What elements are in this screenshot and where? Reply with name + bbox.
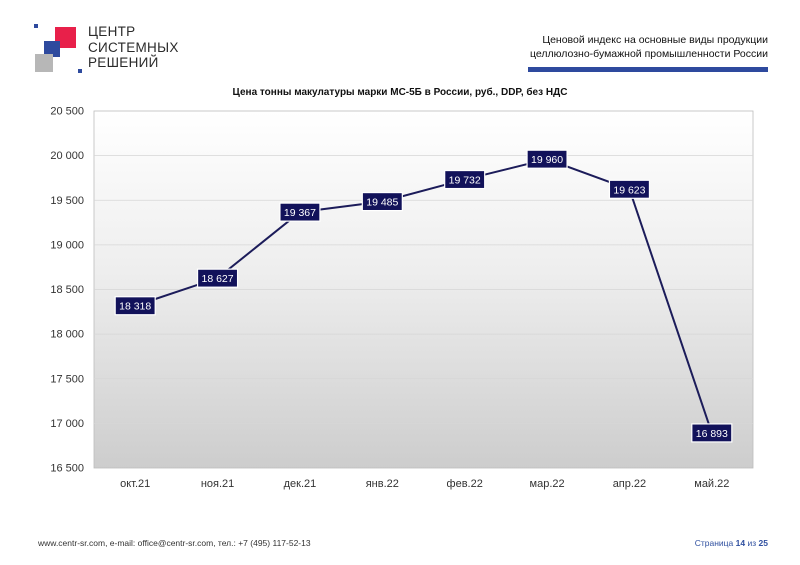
data-point: 16 893: [691, 423, 733, 443]
data-label-box: [361, 191, 403, 212]
data-labels: 18 318 18 627 19 367 19 485 19 732 19 960 19 6…: [114, 149, 733, 443]
data-point: 18 318: [114, 296, 156, 316]
logo-blue-square: [44, 41, 60, 57]
company-logo-mark: [34, 24, 82, 73]
y-tick-label: 16 500: [50, 463, 84, 475]
data-label: 19 623: [613, 184, 645, 196]
y-axis-labels: 16 500 17 000 17 500 18 000 18 500 19 000 19 5…: [50, 106, 84, 475]
data-label: 19 960: [531, 154, 563, 166]
chart-title: Цена тонны макулатуры марки МС-5Б в Росс…: [232, 87, 568, 98]
data-label-box: [444, 169, 486, 190]
data-label-box: [279, 202, 321, 222]
logo-line-1: ЦЕНТР: [88, 24, 136, 39]
y-tick-label: 19 500: [50, 195, 84, 207]
company-logo-text: ЦЕНТР СИСТЕМНЫХ РЕШЕНИЙ: [88, 24, 179, 71]
data-label-box: [608, 179, 651, 199]
x-tick-label: дек.21: [284, 478, 317, 490]
data-label: 19 367: [284, 207, 316, 219]
data-label-box: [691, 423, 733, 443]
y-tick-label: 18 000: [50, 329, 84, 341]
data-label: 18 627: [202, 273, 234, 285]
data-label-box: [526, 149, 568, 169]
y-tick-label: 20 500: [50, 106, 84, 118]
data-label: 19 732: [449, 175, 481, 187]
x-tick-label: ноя.21: [201, 478, 234, 490]
x-tick-label: май.22: [694, 478, 729, 490]
data-label: 19 485: [366, 197, 398, 209]
document-title-line-1: Ценовой индекс на основные виды продукци…: [542, 34, 768, 46]
x-tick-label: апр.22: [613, 478, 646, 490]
logo-corner-bracket-2: [78, 69, 82, 73]
title-accent-bar: [528, 67, 768, 72]
page-of-word: из: [747, 538, 757, 548]
document-title-line-2: целлюлозно-бумажной промышленности Росси…: [529, 48, 768, 60]
x-tick-label: фев.22: [447, 478, 483, 490]
data-point: 19 732: [444, 169, 486, 190]
page-total: 25: [758, 538, 768, 548]
data-point: 19 367: [279, 202, 321, 222]
data-label-box: [196, 268, 239, 288]
data-label-box: [114, 296, 156, 316]
y-tick-label: 17 500: [50, 373, 84, 385]
data-label: 18 318: [119, 301, 151, 313]
logo-line-3: РЕШЕНИЙ: [88, 55, 159, 70]
page-current: 14: [735, 538, 746, 548]
data-label: 16 893: [696, 428, 728, 440]
page-word: Страница: [694, 538, 734, 548]
data-point: 18 627: [196, 268, 239, 288]
footer-contacts: www.centr-sr.com, e-mail: office@centr-s…: [38, 538, 311, 548]
y-tick-label: 17 000: [50, 418, 84, 430]
logo-gray-square: [35, 54, 53, 72]
y-tick-label: 20 000: [50, 150, 84, 162]
grid-lines: [94, 155, 753, 424]
y-tick-label: 19 000: [50, 239, 84, 251]
x-axis-labels: окт.21 ноя.21 дек.21 янв.22 фев.22 мар.22 апр.…: [120, 478, 729, 490]
document-title: Ценовой индекс на основные виды продукци…: [468, 33, 768, 61]
data-point: 19 960: [526, 149, 568, 169]
x-tick-label: янв.22: [366, 478, 399, 490]
data-point: 19 485: [361, 191, 403, 212]
logo-red-square: [55, 27, 76, 48]
x-tick-label: мар.22: [530, 478, 565, 490]
logo-corner-bracket: [34, 24, 38, 28]
footer-page-number: Страница 14 из 25: [695, 538, 768, 548]
logo-line-2: СИСТЕМНЫХ: [88, 39, 179, 55]
y-tick-label: 18 500: [50, 284, 84, 296]
data-point: 19 623: [608, 179, 651, 199]
x-tick-label: окт.21: [120, 478, 150, 490]
